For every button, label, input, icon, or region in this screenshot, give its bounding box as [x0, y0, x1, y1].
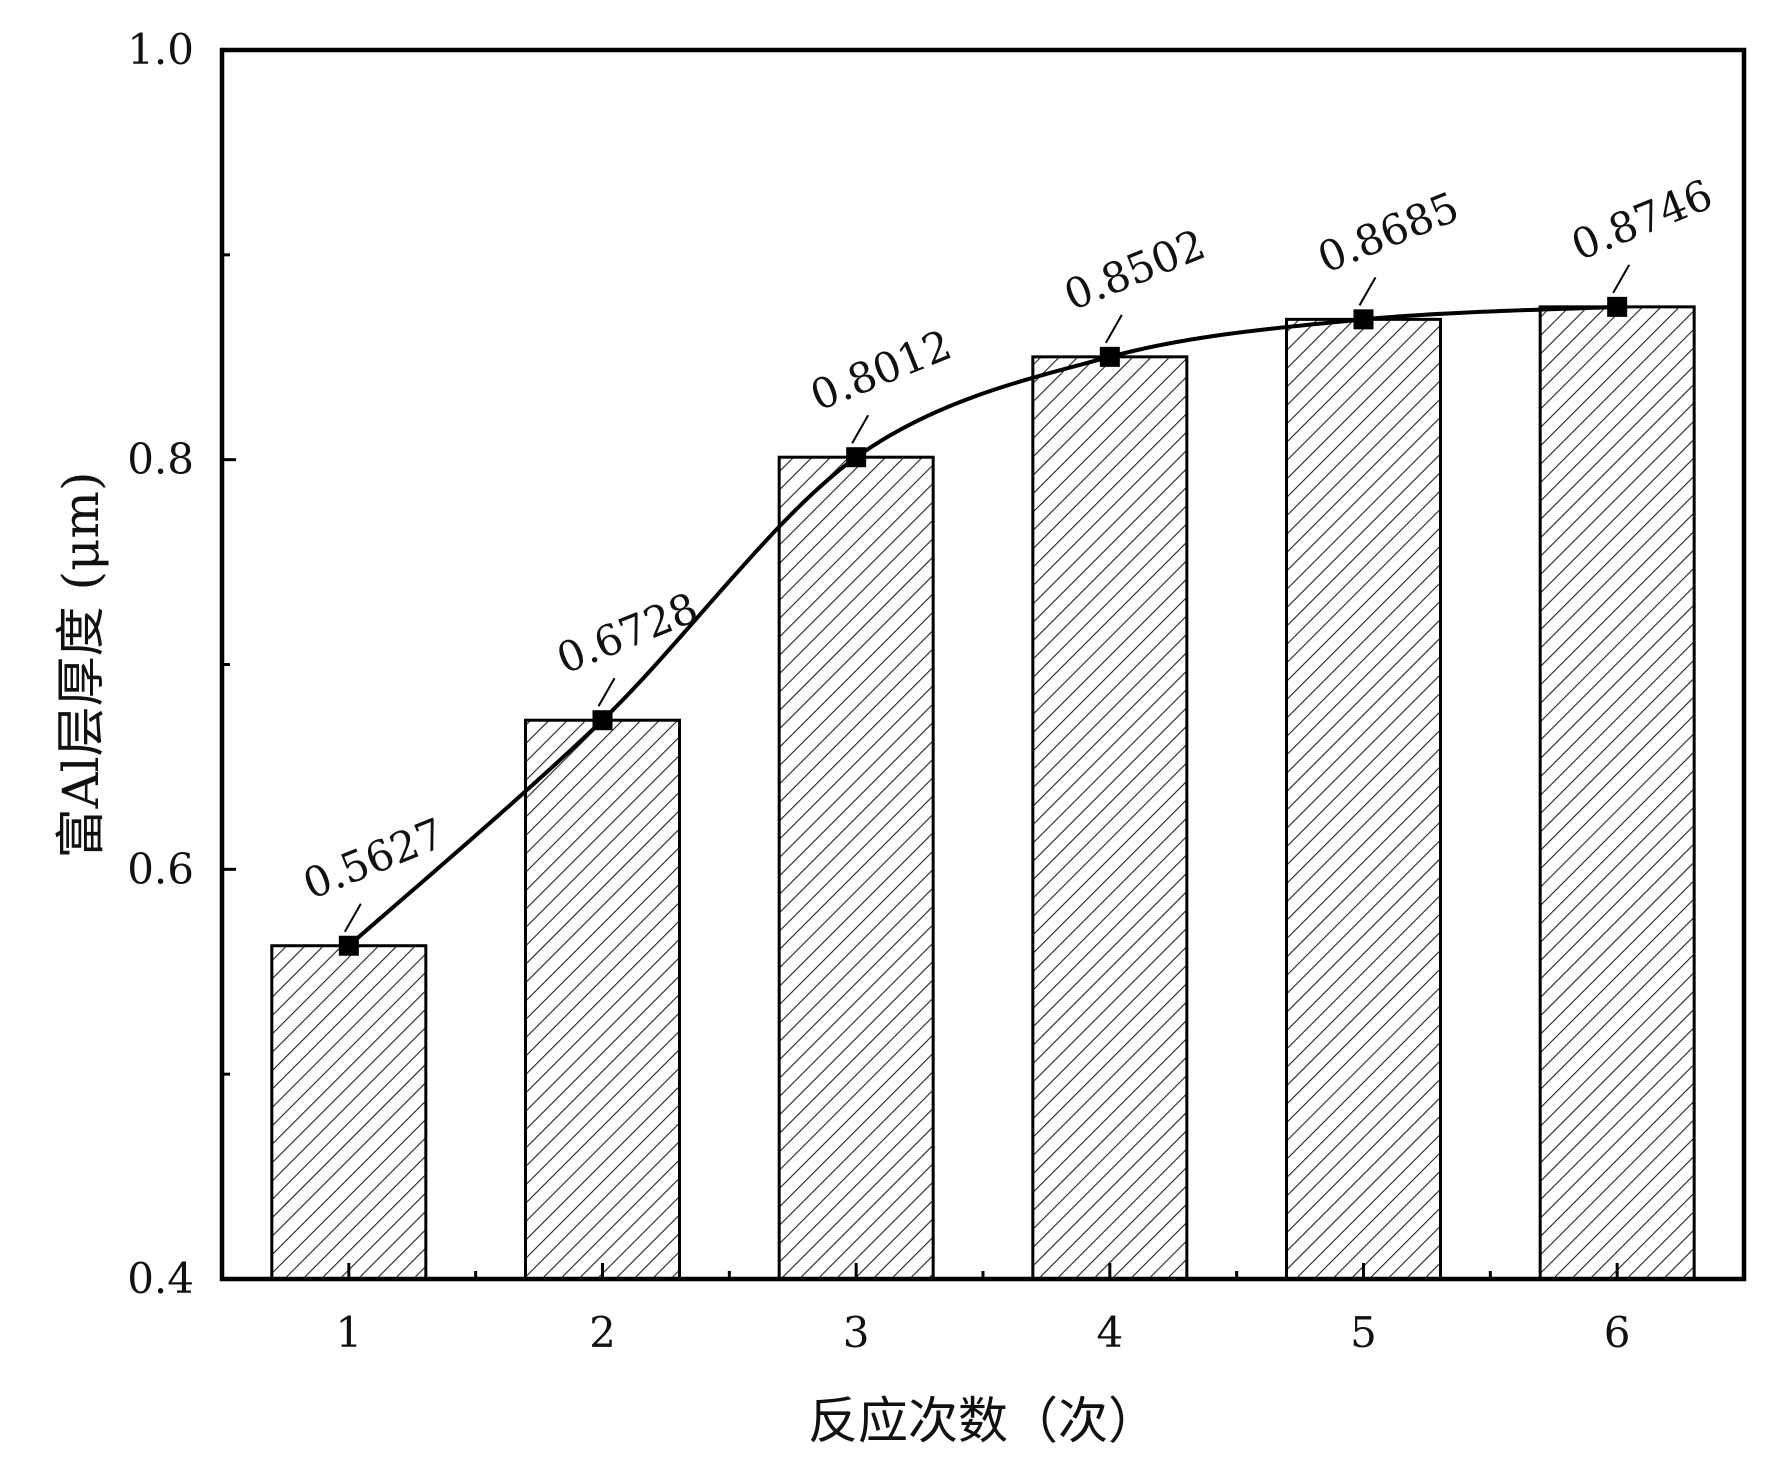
x-tick-label-4: 4 — [1096, 1308, 1123, 1357]
y-tick-label-1.0: 1.0 — [127, 25, 194, 74]
bar-6 — [1538, 305, 1696, 1281]
data-label-leader-1 — [343, 903, 362, 933]
data-label-3: 0.8012 — [804, 320, 959, 420]
marker-6 — [1607, 296, 1628, 317]
marker-5 — [1353, 309, 1374, 330]
marker-series — [338, 296, 1628, 956]
marker-3 — [846, 447, 867, 468]
data-label-leader-6 — [1612, 264, 1631, 294]
data-labels: 0.5627 0.6728 0.8012 0.8502 0.8685 0.8746 — [296, 170, 1720, 933]
y-tick-label-0.8: 0.8 — [127, 435, 194, 484]
marker-2 — [592, 710, 613, 731]
data-label-leader-2 — [597, 677, 616, 707]
x-axis-ticks: 1 2 3 4 5 6 — [335, 1263, 1631, 1357]
data-label-2: 0.6728 — [550, 583, 705, 683]
marker-1 — [338, 935, 359, 956]
x-tick-label-5: 5 — [1350, 1308, 1377, 1357]
y-tick-label-0.6: 0.6 — [127, 844, 194, 893]
x-tick-label-2: 2 — [589, 1308, 616, 1357]
bar-series — [270, 305, 1696, 1281]
bar-5 — [1285, 317, 1442, 1281]
data-label-1: 0.5627 — [296, 809, 451, 909]
bar-3 — [777, 455, 935, 1281]
x-tick-label-6: 6 — [1604, 1308, 1631, 1357]
data-label-5: 0.8685 — [1311, 182, 1466, 282]
y-axis-ticks: 0.4 0.6 0.8 1.0 — [127, 25, 236, 1303]
bar-1 — [270, 944, 428, 1281]
bar-2 — [524, 718, 681, 1281]
y-tick-label-0.4: 0.4 — [127, 1254, 194, 1303]
data-label-4: 0.8502 — [1057, 220, 1212, 320]
data-label-leader-5 — [1358, 276, 1377, 306]
marker-4 — [1099, 346, 1120, 367]
x-tick-label-1: 1 — [335, 1308, 362, 1357]
x-axis-title: 反应次数（次） — [808, 1392, 1158, 1450]
x-tick-label-3: 3 — [843, 1308, 870, 1357]
data-label-6: 0.8746 — [1565, 170, 1720, 270]
plot-frame — [219, 47, 1747, 1282]
bar-4 — [1031, 355, 1189, 1281]
data-label-leader-3 — [851, 414, 870, 444]
data-label-leader-4 — [1104, 314, 1123, 344]
y-axis-title: 富Al层厚度 (μm) — [52, 472, 110, 859]
